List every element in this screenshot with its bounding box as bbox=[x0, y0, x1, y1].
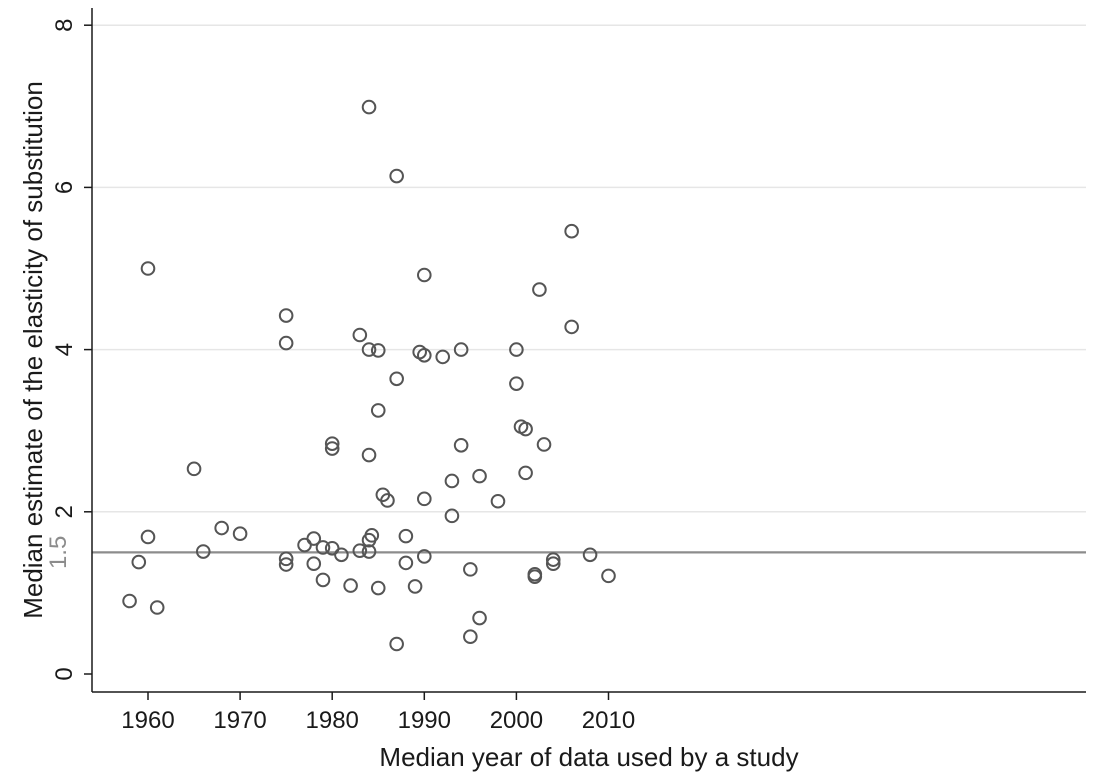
data-point bbox=[417, 491, 432, 507]
data-point bbox=[186, 461, 202, 477]
data-point bbox=[545, 552, 561, 567]
data-point bbox=[352, 327, 368, 343]
data-point bbox=[324, 441, 340, 456]
data-point bbox=[214, 520, 229, 536]
data-point bbox=[463, 562, 478, 577]
x-axis-title: Median year of data used by a study bbox=[379, 742, 798, 772]
data-point bbox=[444, 508, 460, 524]
data-point bbox=[407, 579, 423, 594]
reference-line-label: 1.5 bbox=[45, 536, 72, 569]
data-point bbox=[278, 557, 294, 572]
data-point bbox=[315, 540, 331, 555]
data-point bbox=[364, 528, 380, 543]
gridlines bbox=[92, 24, 1086, 513]
data-point bbox=[582, 547, 598, 563]
data-point bbox=[398, 528, 414, 544]
y-tick-label: 0 bbox=[51, 667, 78, 680]
data-point bbox=[370, 403, 386, 418]
data-point bbox=[140, 529, 156, 545]
y-tick-label: 2 bbox=[51, 505, 78, 518]
x-tick-label: 1960 bbox=[121, 707, 174, 734]
data-point bbox=[122, 593, 137, 609]
data-point bbox=[509, 376, 524, 391]
data-point bbox=[417, 347, 432, 363]
data-point bbox=[389, 168, 404, 184]
data-point bbox=[389, 371, 404, 387]
data-point bbox=[490, 493, 506, 509]
data-point bbox=[352, 543, 368, 559]
data-point bbox=[306, 531, 322, 546]
data-point bbox=[398, 555, 414, 571]
y-axis-title: Median estimate of the elasticity of sub… bbox=[18, 81, 48, 619]
data-point bbox=[140, 261, 156, 276]
data-point bbox=[361, 99, 377, 115]
data-point bbox=[361, 544, 377, 559]
x-tick-label: 1970 bbox=[213, 707, 266, 734]
data-point bbox=[472, 468, 487, 484]
data-point bbox=[527, 569, 543, 584]
x-ticks: 1960 1970 1980 1990 2000 2010 bbox=[121, 692, 635, 734]
x-tick-label: 1990 bbox=[398, 707, 451, 734]
data-point bbox=[149, 600, 165, 615]
data-point bbox=[532, 282, 547, 297]
data-point bbox=[518, 421, 533, 437]
y-tick-label: 4 bbox=[51, 343, 78, 356]
data-point bbox=[444, 473, 460, 489]
data-point bbox=[417, 267, 432, 283]
data-point bbox=[361, 447, 377, 463]
data-point bbox=[370, 343, 386, 358]
data-point bbox=[195, 544, 211, 559]
y-tick-label: 8 bbox=[51, 19, 78, 32]
data-point bbox=[509, 342, 524, 357]
x-tick-label: 2000 bbox=[490, 707, 543, 734]
data-point bbox=[370, 580, 386, 596]
y-tick-label: 6 bbox=[51, 181, 78, 194]
data-point bbox=[278, 335, 294, 351]
data-point bbox=[518, 465, 533, 481]
data-point bbox=[131, 554, 147, 570]
data-points bbox=[122, 99, 616, 652]
data-point bbox=[463, 629, 478, 644]
data-point bbox=[278, 308, 294, 323]
x-tick-label: 1980 bbox=[306, 707, 359, 734]
data-point bbox=[453, 437, 469, 453]
data-point bbox=[278, 551, 294, 567]
data-point bbox=[601, 568, 616, 584]
data-point bbox=[315, 572, 331, 588]
data-point bbox=[545, 556, 561, 572]
data-point bbox=[361, 342, 377, 357]
data-point bbox=[435, 349, 451, 365]
data-point bbox=[232, 526, 248, 541]
data-point bbox=[306, 556, 322, 572]
y-ticks: 0 2 4 6 8 bbox=[51, 19, 92, 681]
data-point bbox=[564, 319, 579, 335]
data-point bbox=[334, 547, 349, 563]
data-point bbox=[417, 549, 432, 564]
data-point bbox=[343, 578, 358, 593]
data-point bbox=[453, 342, 469, 357]
data-point bbox=[389, 636, 404, 652]
data-point bbox=[472, 610, 487, 626]
data-point bbox=[324, 436, 340, 451]
x-tick-label: 2010 bbox=[582, 707, 635, 734]
data-point bbox=[564, 223, 579, 239]
data-point bbox=[380, 493, 395, 508]
data-point bbox=[536, 437, 552, 452]
